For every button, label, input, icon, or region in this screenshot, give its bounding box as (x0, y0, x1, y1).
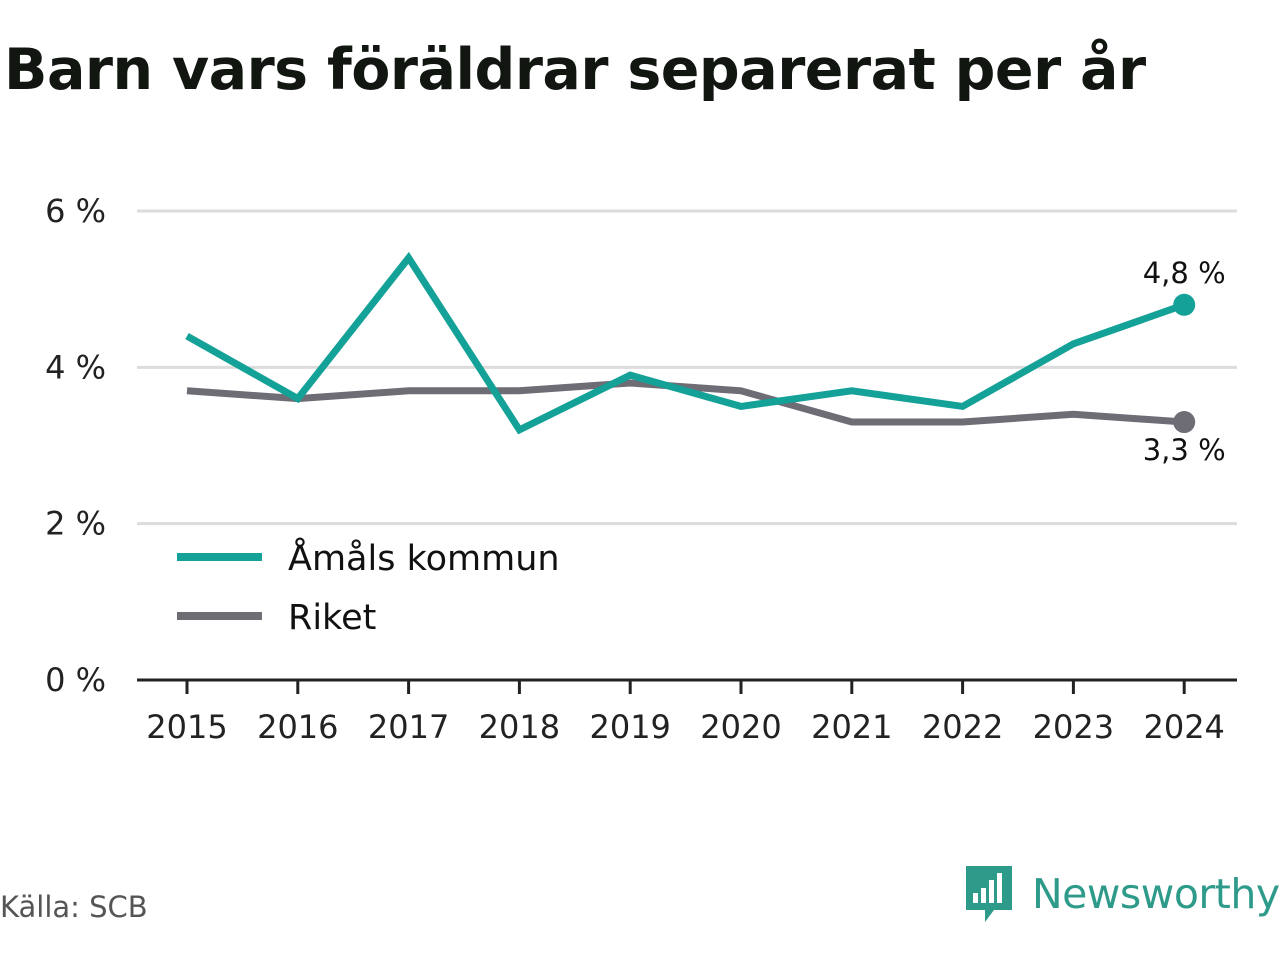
legend: Åmåls kommun Riket (177, 536, 560, 638)
x-tick-label: 2022 (922, 708, 1003, 746)
y-tick-label: 6 % (45, 192, 106, 230)
brand-name: Newsworthy (1032, 870, 1280, 918)
end-point-marker (1173, 411, 1196, 434)
newsworthy-logo-icon (966, 866, 1012, 922)
x-tick-label: 2020 (700, 708, 781, 746)
x-tick-label: 2019 (589, 708, 670, 746)
y-tick-label: 4 % (45, 348, 106, 386)
legend-label: Åmåls kommun (288, 536, 560, 579)
source-note: Källa: SCB (0, 890, 148, 924)
legend-label: Riket (288, 598, 376, 638)
x-tick-label: 2018 (479, 708, 560, 746)
y-tick-label: 0 % (45, 661, 106, 699)
chart-title: Barn vars föräldrar separerat per år (4, 37, 1146, 103)
end-value-label: 4,8 % (1143, 256, 1226, 290)
x-tick-label: 2023 (1033, 708, 1114, 746)
brand: Newsworthy (964, 864, 1280, 924)
x-tick-label: 2024 (1143, 708, 1224, 746)
y-axis-tick-labels: 0 % 2 % 4 % 6 % (45, 192, 106, 699)
gridlines (137, 209, 1237, 526)
x-tick-label: 2016 (257, 708, 338, 746)
x-tick-label: 2015 (146, 708, 227, 746)
y-tick-label: 2 % (45, 505, 106, 543)
x-tick-label: 2021 (811, 708, 892, 746)
end-point-marker (1173, 293, 1196, 316)
series-line (185, 251, 1186, 435)
series-line (186, 379, 1185, 426)
x-tick-label: 2017 (368, 708, 449, 746)
end-value-label: 3,3 % (1143, 433, 1226, 467)
series-lines: 4,8 % 3,3 % (185, 251, 1226, 467)
x-axis: 2015 2016 2017 2018 2019 2020 2021 2022 2023 2024 (137, 678, 1237, 746)
